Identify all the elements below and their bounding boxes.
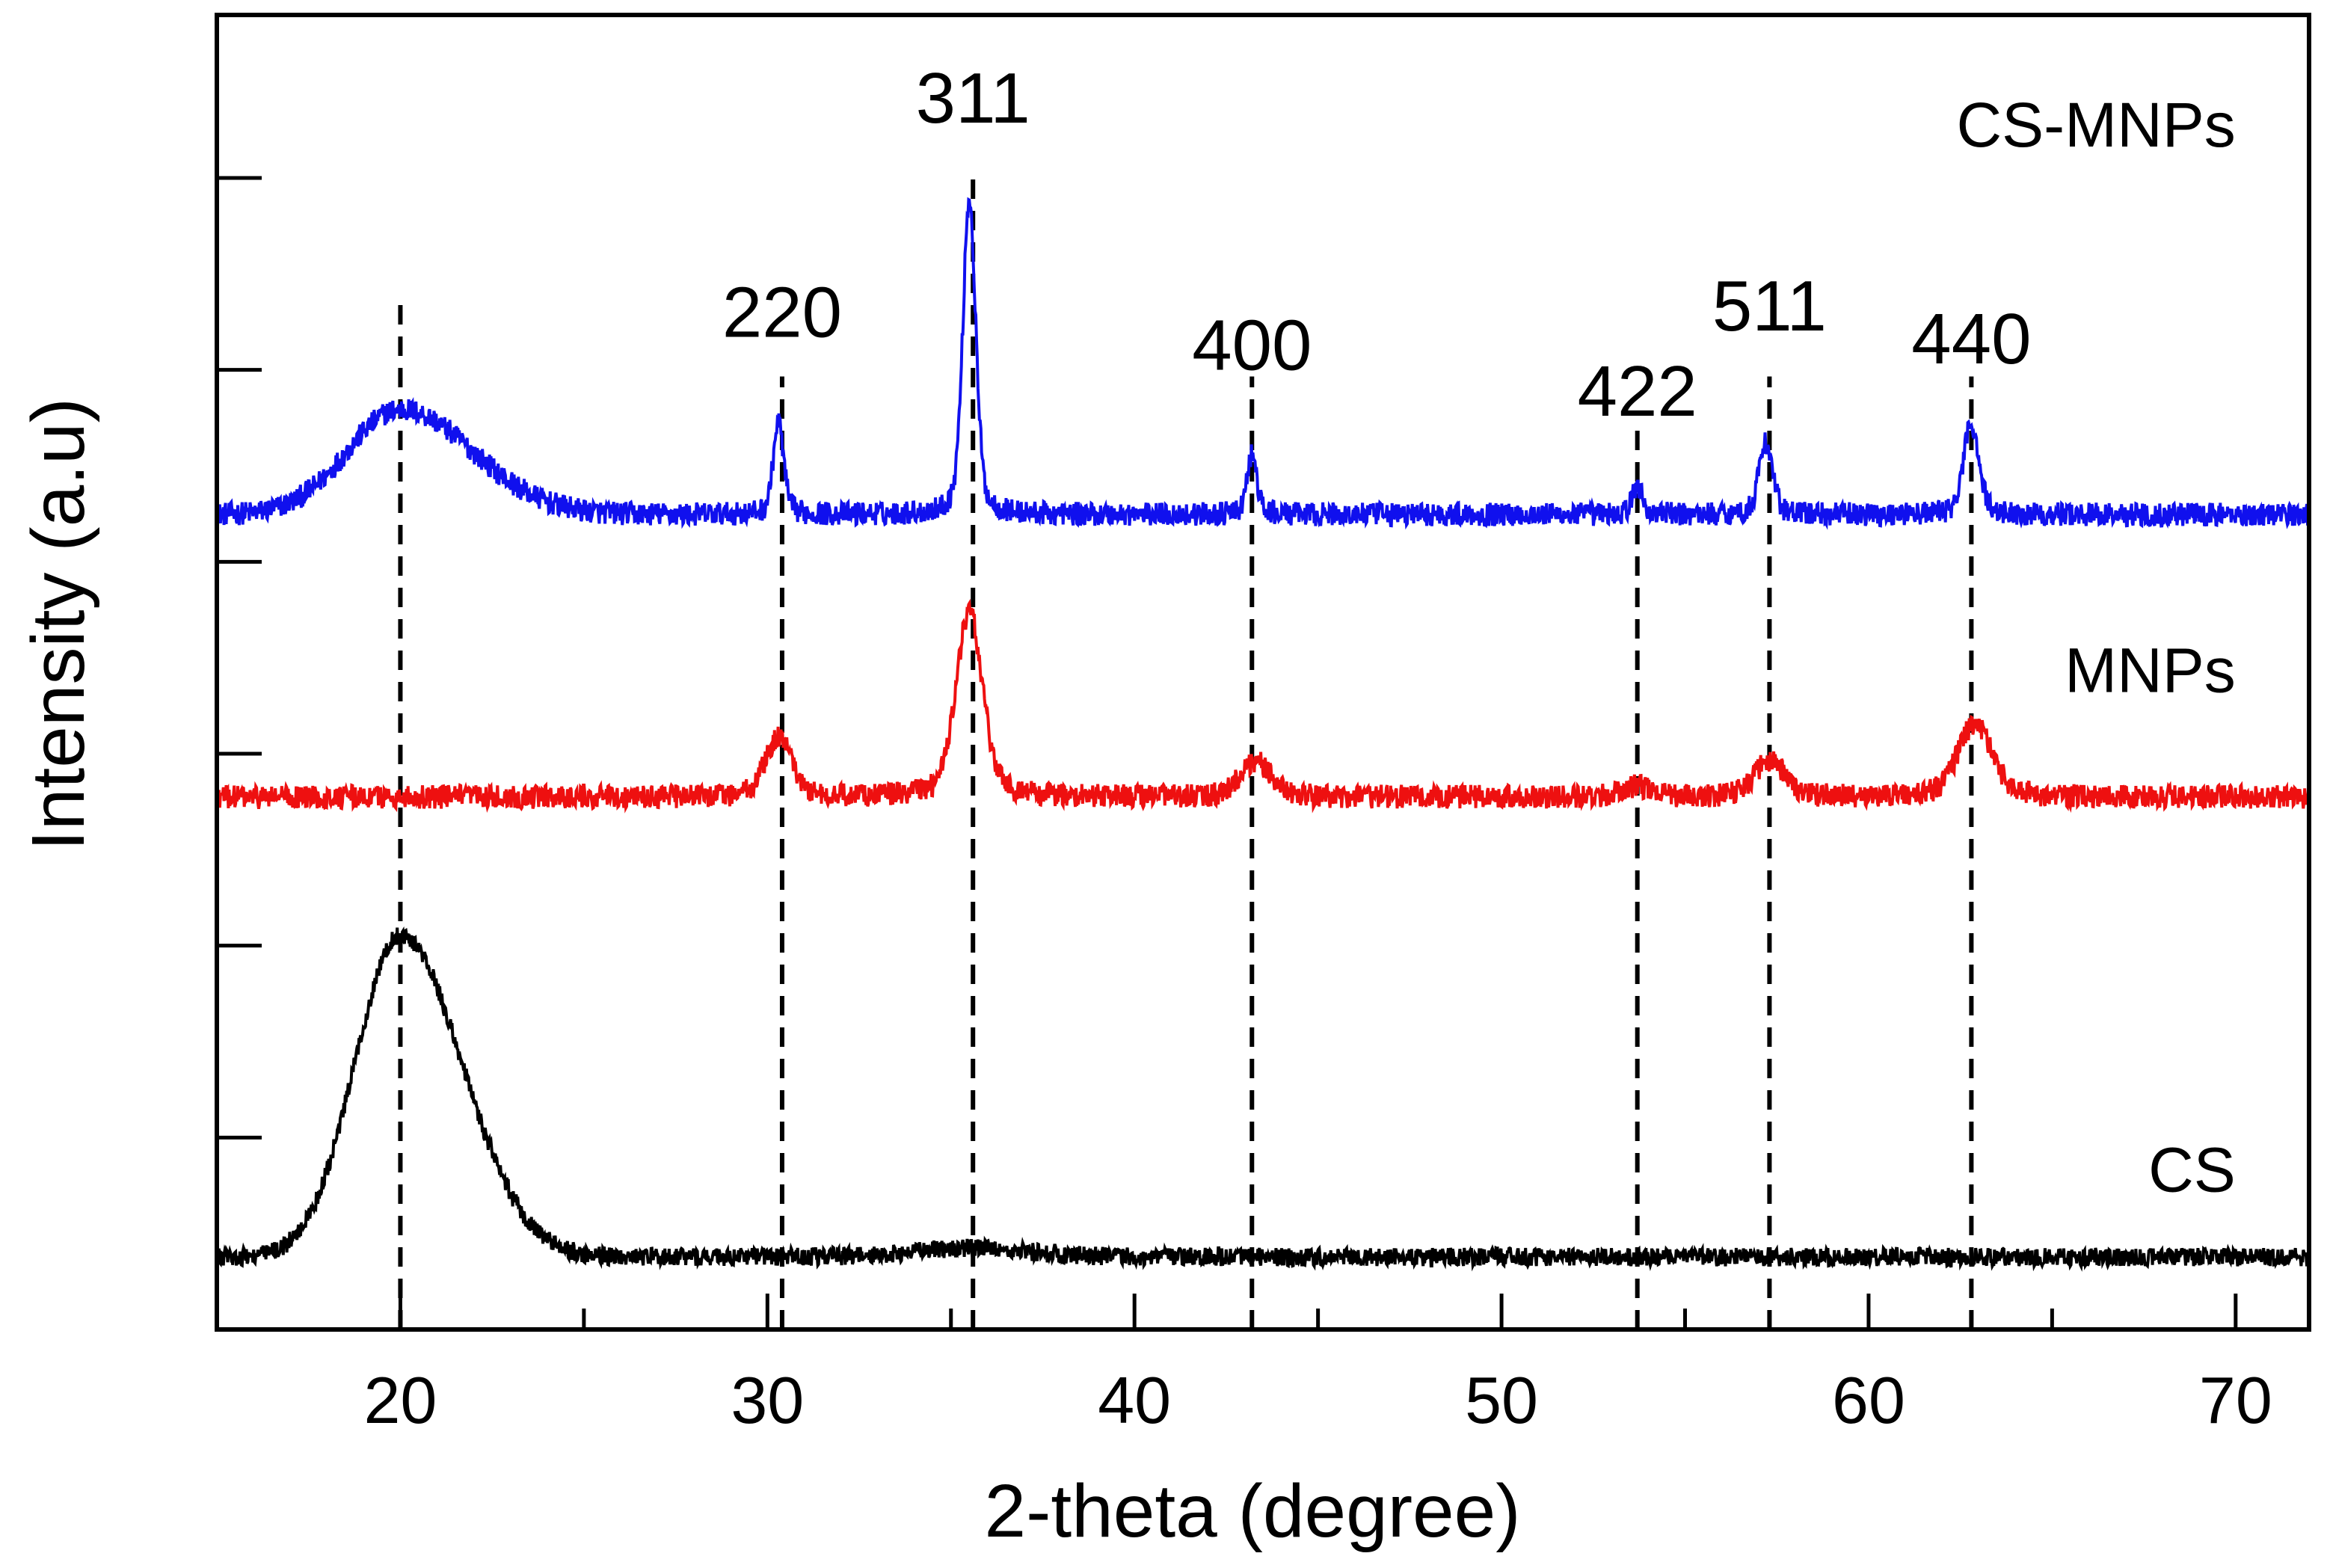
x-tick-label: 30 [731, 1363, 804, 1437]
series-label-mnps: MNPs [2065, 635, 2236, 705]
x-tick-label: 50 [1465, 1363, 1538, 1437]
series-line-cs [215, 926, 2311, 1272]
series-layer [215, 197, 2311, 1272]
series-label-cs-mnps: CS-MNPs [1956, 90, 2235, 160]
axes-layer [215, 13, 2311, 1332]
reference-lines-layer [398, 172, 1974, 1329]
peak-label-400: 400 [1192, 306, 1312, 386]
peak-label-440: 440 [1911, 299, 2031, 379]
plot-frame [215, 13, 2311, 1332]
x-axis-title: 2-theta (degree) [984, 1469, 1520, 1553]
x-tick-label: 40 [1098, 1363, 1171, 1437]
x-tick-label: 20 [363, 1363, 437, 1437]
x-tick-label: 70 [2199, 1363, 2272, 1437]
ticks-layer: 20 30 40 50 60 70 [215, 176, 2272, 1437]
peak-label-220: 220 [722, 273, 842, 353]
peak-label-511: 511 [1712, 266, 1827, 346]
peak-label-422: 422 [1578, 351, 1697, 431]
series-line-mnps [215, 598, 2311, 814]
y-axis-title: Intensity (a.u) [16, 398, 100, 851]
peak-label-311: 311 [916, 58, 1030, 138]
series-label-cs: CS [2148, 1134, 2236, 1205]
series-line-cs-mnps [216, 197, 2311, 530]
x-tick-label: 60 [1832, 1363, 1905, 1437]
